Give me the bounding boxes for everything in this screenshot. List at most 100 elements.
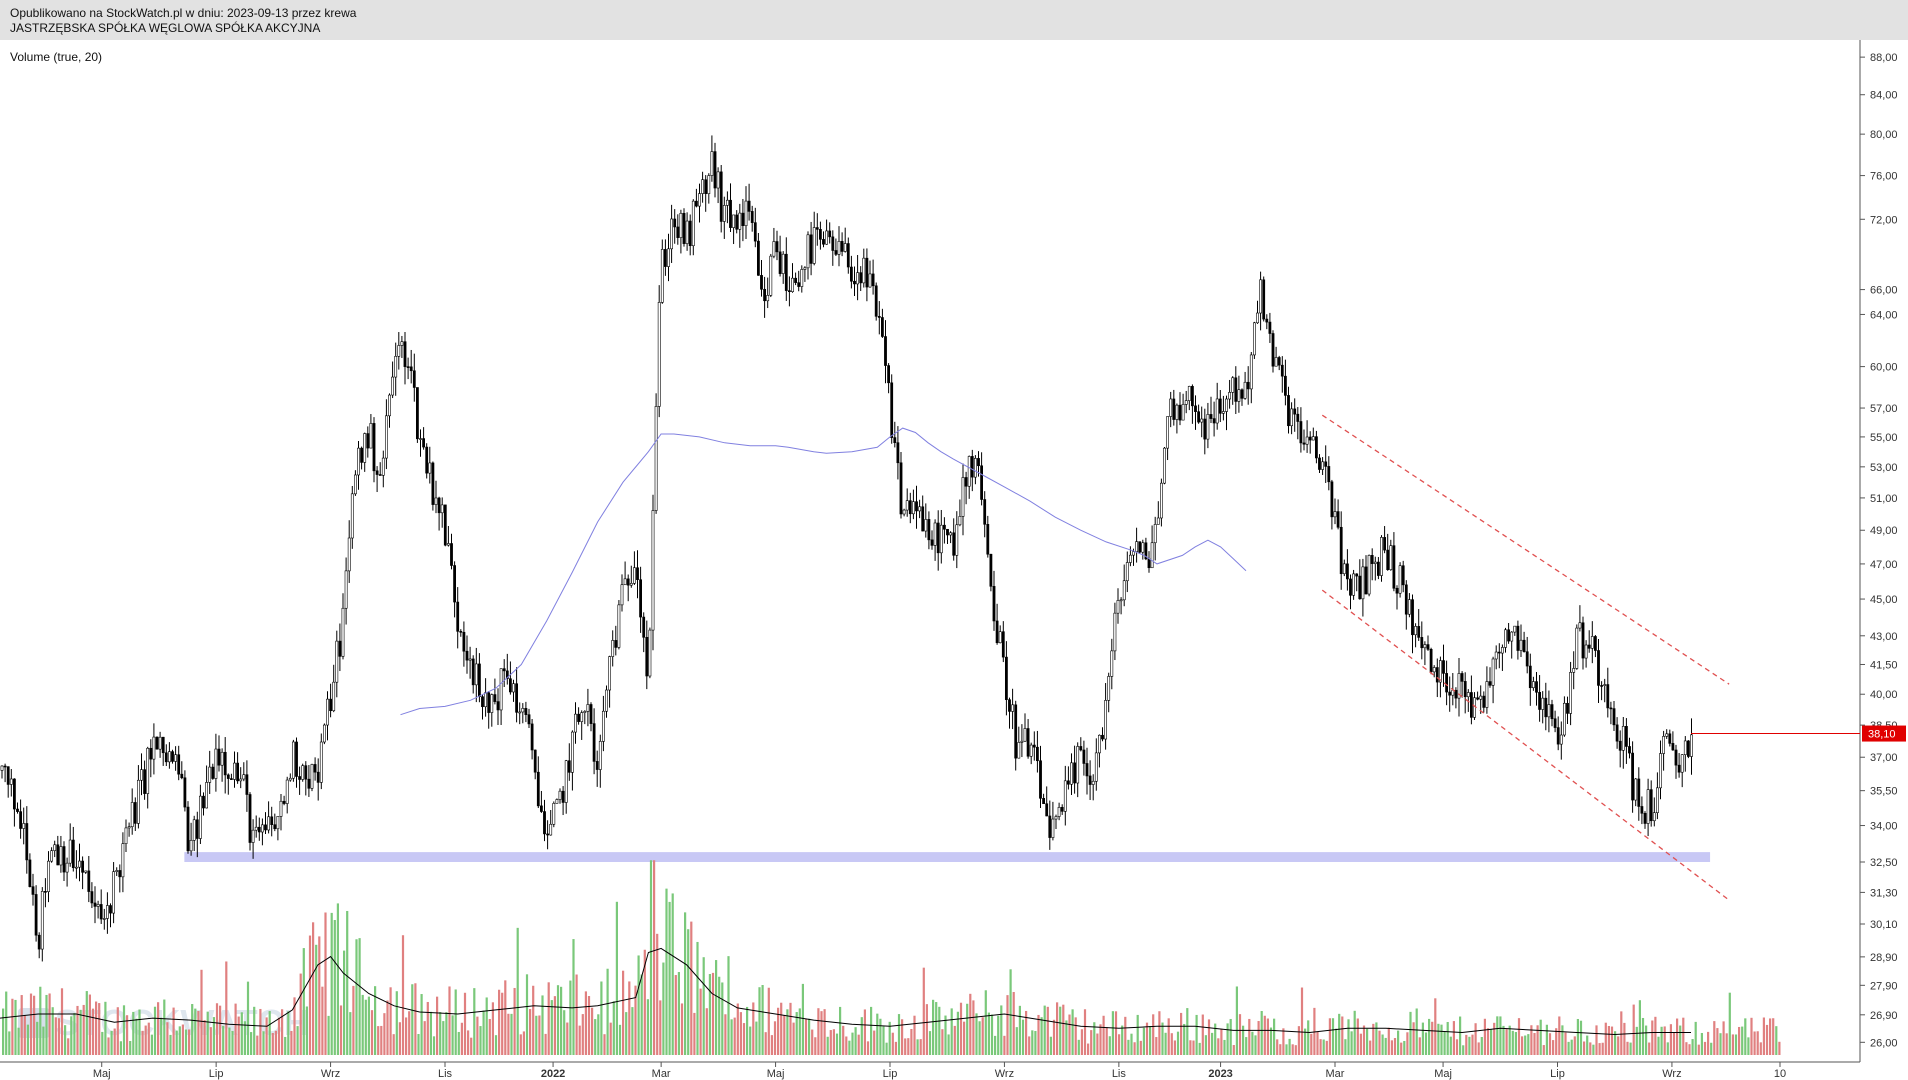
- candle-body: [6, 766, 10, 785]
- volume-bar: [1276, 1039, 1279, 1055]
- volume-bar: [848, 1040, 851, 1055]
- volume-bar: [1254, 1035, 1257, 1055]
- candle-body: [1606, 684, 1610, 709]
- candle-body: [273, 824, 277, 830]
- volume-bar: [1716, 1028, 1719, 1055]
- candle-body: [1528, 665, 1532, 689]
- candle-body: [71, 839, 75, 869]
- volume-bar: [36, 1021, 39, 1055]
- volume-bar: [907, 1038, 910, 1055]
- candle-body: [146, 747, 150, 794]
- volume-bar: [339, 1005, 343, 1055]
- volume-bar: [308, 935, 312, 1055]
- volume-bar: [1527, 1034, 1530, 1055]
- y-tick-label: 32,50: [1870, 857, 1898, 869]
- volume-bar: [429, 1011, 432, 1055]
- volume-bar: [194, 1008, 197, 1055]
- candle-body: [102, 918, 106, 920]
- candle-body: [893, 437, 897, 443]
- volume-bar: [1765, 1024, 1769, 1055]
- volume-bar: [85, 991, 88, 1055]
- y-tick-label: 55,00: [1870, 432, 1898, 444]
- volume-bar: [1313, 1007, 1316, 1055]
- volume-bar: [26, 1024, 29, 1055]
- candle-body: [1448, 691, 1452, 696]
- volume-bar: [987, 1012, 990, 1055]
- candle-body: [1082, 749, 1086, 764]
- volume-bar: [1744, 1018, 1747, 1055]
- volume-bar: [1471, 1034, 1474, 1055]
- candle-body: [1181, 404, 1185, 421]
- candle-body: [961, 477, 965, 517]
- volume-bar: [789, 1002, 792, 1055]
- candle-body: [440, 504, 444, 514]
- x-tick-label: Lip: [883, 1068, 898, 1080]
- candle-body: [766, 295, 770, 302]
- volume-bar: [8, 1031, 11, 1055]
- volume-bar: [674, 975, 677, 1055]
- volume-bar: [271, 1033, 274, 1055]
- volume-bar: [764, 1032, 767, 1055]
- candle-body: [1544, 697, 1548, 718]
- candle-body: [1296, 413, 1300, 422]
- volume-bar: [1415, 1008, 1418, 1055]
- volume-bar: [1688, 1044, 1691, 1055]
- candle-body: [918, 506, 922, 512]
- volume-bar: [1710, 1042, 1713, 1055]
- volume-bar: [956, 1011, 959, 1055]
- volume-bar: [1344, 1039, 1347, 1055]
- candle-body: [474, 663, 478, 686]
- volume-bar: [1502, 1025, 1505, 1055]
- volume-bar: [854, 1027, 857, 1055]
- candle-body: [760, 275, 763, 290]
- volume-bar: [972, 1000, 975, 1055]
- volume-bar: [758, 987, 761, 1055]
- volume-bar: [1009, 969, 1012, 1055]
- candle-body: [1110, 650, 1114, 677]
- volume-bar: [618, 1024, 622, 1055]
- volume-bar: [938, 1006, 941, 1055]
- candle-body: [406, 366, 410, 368]
- volume-bar: [1713, 1021, 1716, 1055]
- volume-bar: [361, 994, 364, 1055]
- candle-body: [911, 501, 915, 515]
- candle-body: [1364, 566, 1368, 595]
- volume-bar: [1285, 1044, 1288, 1055]
- candle-body: [471, 658, 475, 686]
- candle-body: [50, 850, 54, 862]
- volume-bar: [1087, 1043, 1090, 1055]
- candle-body: [1032, 744, 1036, 748]
- y-tick-label: 57,00: [1870, 403, 1898, 415]
- candle-body: [874, 285, 878, 317]
- candle-body: [251, 829, 255, 843]
- volume-bar: [1772, 1018, 1775, 1055]
- candle-body: [1067, 780, 1070, 785]
- volume-bar: [268, 1011, 271, 1055]
- volume-bar: [755, 1021, 758, 1055]
- volume-bar: [1356, 1018, 1359, 1055]
- channel-lower-line: [1321, 589, 1730, 901]
- candle-body: [1600, 685, 1604, 687]
- volume-bar: [436, 996, 439, 1055]
- candle-body: [155, 736, 159, 750]
- volume-bar: [1614, 1031, 1617, 1055]
- volume-bar: [1421, 1022, 1424, 1055]
- volume-bar: [696, 941, 699, 1055]
- volume-bar: [284, 1036, 287, 1055]
- volume-bar: [1437, 1023, 1440, 1055]
- volume-bar: [1657, 1036, 1660, 1055]
- candle-body: [515, 683, 519, 713]
- candle-body: [543, 811, 546, 835]
- candle-body: [1584, 644, 1588, 659]
- candle-body: [177, 754, 181, 775]
- y-tick-label: 37,00: [1870, 752, 1898, 764]
- volume-bar: [894, 1041, 897, 1055]
- candle-body: [676, 226, 680, 238]
- candle-body: [1339, 526, 1343, 575]
- candle-body: [1122, 580, 1126, 601]
- volume-bar: [1762, 1017, 1765, 1055]
- candle-body: [1039, 760, 1042, 799]
- volume-bar: [1480, 1037, 1483, 1055]
- volume-bar: [687, 929, 690, 1055]
